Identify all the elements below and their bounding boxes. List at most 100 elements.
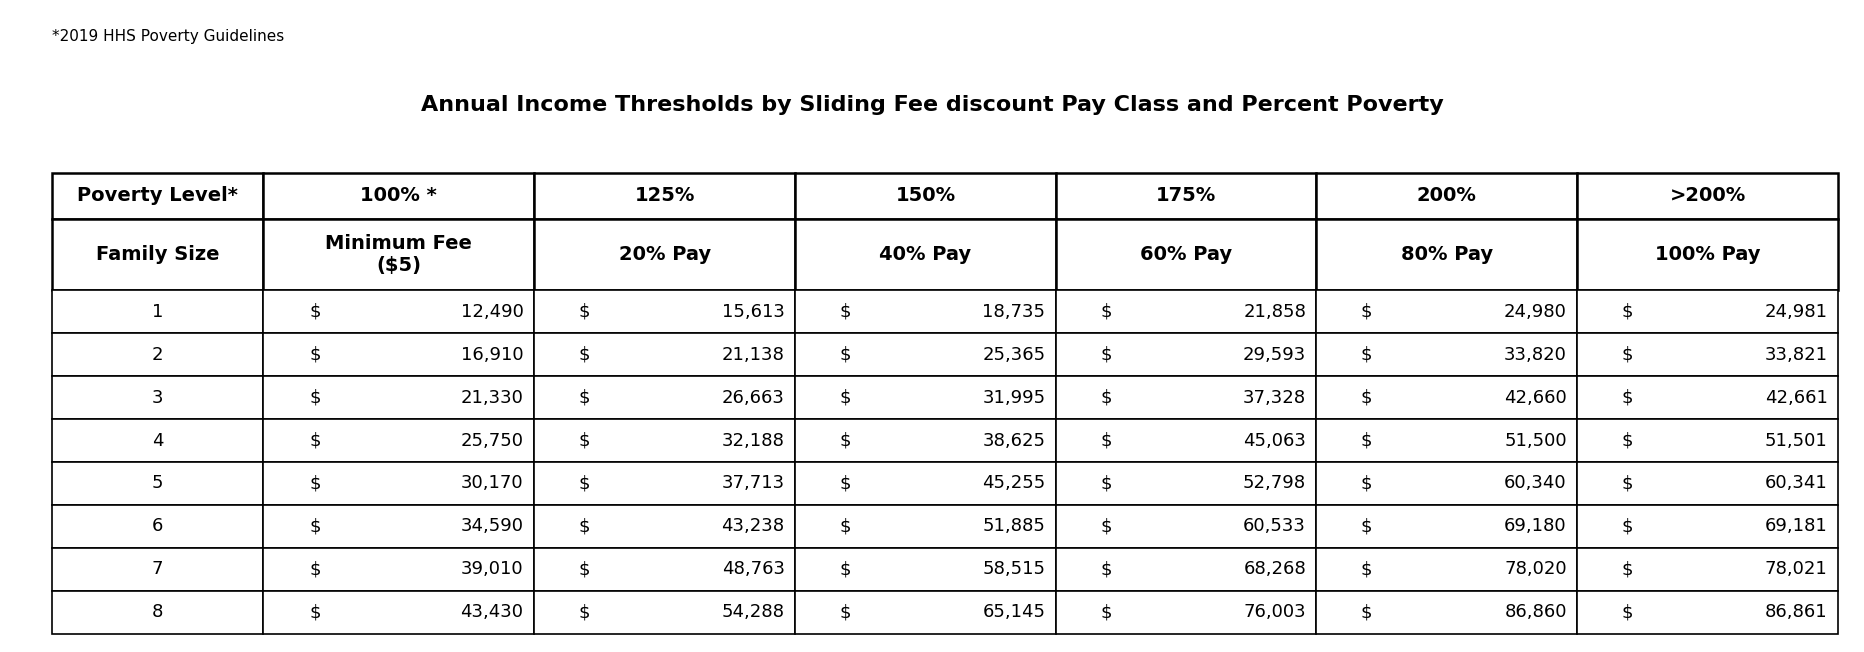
Bar: [535, 290, 796, 333]
Text: $: $: [1361, 518, 1372, 535]
Bar: [796, 505, 1055, 548]
Text: $: $: [1100, 389, 1111, 407]
Text: 80% Pay: 80% Pay: [1400, 245, 1493, 264]
Bar: [1577, 419, 1838, 462]
Bar: [52, 462, 263, 505]
Text: $: $: [578, 603, 591, 621]
Bar: [263, 548, 535, 591]
Text: 78,021: 78,021: [1765, 560, 1827, 578]
Text: 25,750: 25,750: [460, 432, 524, 450]
Bar: [1055, 376, 1316, 419]
Bar: [263, 290, 535, 333]
Text: 43,238: 43,238: [721, 518, 785, 535]
Text: $: $: [309, 346, 321, 364]
Text: $: $: [839, 518, 850, 535]
Bar: [52, 290, 263, 333]
Text: 34,590: 34,590: [460, 518, 524, 535]
Text: $: $: [1361, 603, 1372, 621]
Text: 25,365: 25,365: [982, 346, 1046, 364]
Bar: [1577, 173, 1838, 219]
Bar: [1577, 290, 1838, 333]
Text: 21,858: 21,858: [1243, 303, 1307, 321]
Bar: [1055, 462, 1316, 505]
Bar: [1577, 548, 1838, 591]
Text: $: $: [1361, 303, 1372, 321]
Bar: [52, 219, 263, 290]
Bar: [1055, 290, 1316, 333]
Text: 39,010: 39,010: [460, 560, 524, 578]
Bar: [263, 333, 535, 376]
Text: $: $: [309, 432, 321, 450]
Text: $: $: [309, 518, 321, 535]
Bar: [796, 462, 1055, 505]
Text: 26,663: 26,663: [721, 389, 785, 407]
Text: $: $: [578, 303, 591, 321]
Text: Minimum Fee
($5): Minimum Fee ($5): [324, 234, 472, 275]
Text: $: $: [1100, 303, 1111, 321]
Bar: [1316, 548, 1577, 591]
Text: 200%: 200%: [1417, 186, 1476, 205]
Text: 51,500: 51,500: [1504, 432, 1568, 450]
Bar: [796, 333, 1055, 376]
Text: 69,181: 69,181: [1765, 518, 1827, 535]
Text: $: $: [1100, 603, 1111, 621]
Bar: [263, 173, 535, 219]
Text: 51,885: 51,885: [982, 518, 1046, 535]
Bar: [1577, 505, 1838, 548]
Text: 100% Pay: 100% Pay: [1655, 245, 1760, 264]
Text: 6: 6: [151, 518, 164, 535]
Text: $: $: [1361, 475, 1372, 492]
Text: 65,145: 65,145: [982, 603, 1046, 621]
Text: 125%: 125%: [634, 186, 695, 205]
Text: $: $: [839, 303, 850, 321]
Text: $: $: [578, 346, 591, 364]
Text: $: $: [1622, 475, 1633, 492]
Text: 52,798: 52,798: [1243, 475, 1307, 492]
Text: 42,660: 42,660: [1504, 389, 1568, 407]
Bar: [52, 173, 263, 219]
Bar: [263, 591, 535, 634]
Text: 150%: 150%: [895, 186, 956, 205]
Text: $: $: [1622, 389, 1633, 407]
Bar: [52, 376, 263, 419]
Bar: [1316, 333, 1577, 376]
Text: 45,255: 45,255: [982, 475, 1046, 492]
Text: 1: 1: [151, 303, 164, 321]
Text: $: $: [309, 560, 321, 578]
Text: $: $: [1361, 346, 1372, 364]
Text: 175%: 175%: [1156, 186, 1215, 205]
Text: 20% Pay: 20% Pay: [619, 245, 710, 264]
Text: $: $: [309, 603, 321, 621]
Text: 16,910: 16,910: [460, 346, 524, 364]
Text: $: $: [839, 475, 850, 492]
Text: 45,063: 45,063: [1243, 432, 1307, 450]
Bar: [263, 462, 535, 505]
Text: 33,821: 33,821: [1765, 346, 1827, 364]
Text: $: $: [578, 475, 591, 492]
Bar: [796, 419, 1055, 462]
Bar: [1577, 462, 1838, 505]
Text: 60,533: 60,533: [1243, 518, 1307, 535]
Text: 58,515: 58,515: [982, 560, 1046, 578]
Text: Annual Income Thresholds by Sliding Fee discount Pay Class and Percent Poverty: Annual Income Thresholds by Sliding Fee …: [421, 95, 1443, 115]
Bar: [535, 376, 796, 419]
Bar: [1055, 548, 1316, 591]
Text: $: $: [1361, 560, 1372, 578]
Text: $: $: [578, 432, 591, 450]
Text: 86,860: 86,860: [1504, 603, 1568, 621]
Text: 33,820: 33,820: [1504, 346, 1568, 364]
Bar: [1316, 219, 1577, 290]
Text: 69,180: 69,180: [1504, 518, 1568, 535]
Text: Poverty Level*: Poverty Level*: [76, 186, 239, 205]
Bar: [1316, 290, 1577, 333]
Text: 37,328: 37,328: [1243, 389, 1307, 407]
Bar: [52, 419, 263, 462]
Bar: [1577, 219, 1838, 290]
Text: $: $: [1622, 303, 1633, 321]
Text: 3: 3: [151, 389, 164, 407]
Bar: [1316, 419, 1577, 462]
Bar: [263, 419, 535, 462]
Bar: [1577, 376, 1838, 419]
Text: $: $: [1100, 432, 1111, 450]
Text: 76,003: 76,003: [1243, 603, 1307, 621]
